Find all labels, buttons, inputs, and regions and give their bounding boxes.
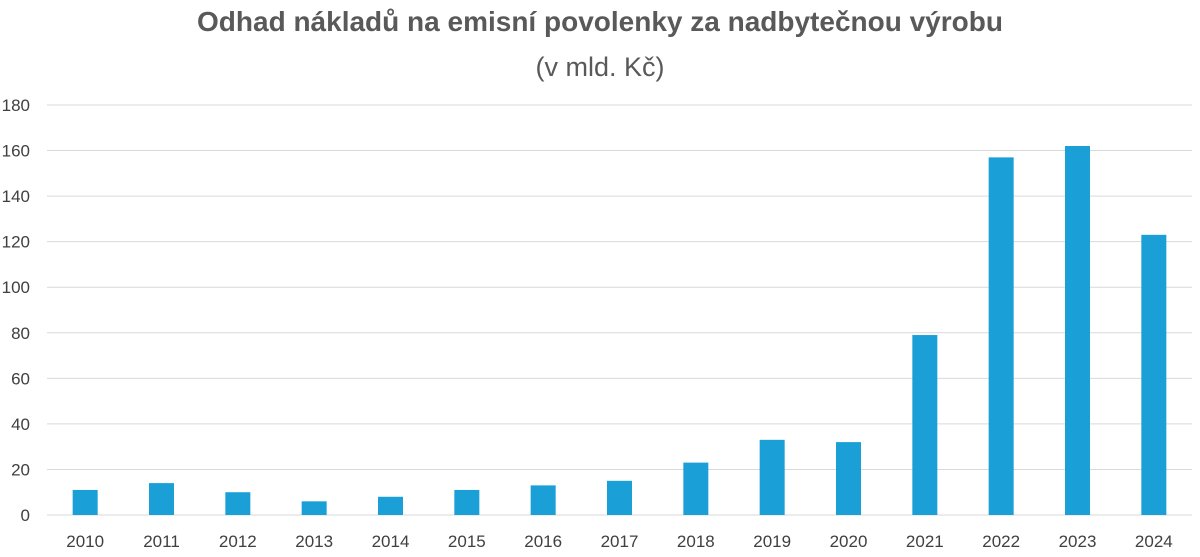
x-tick-label: 2015	[448, 532, 486, 551]
x-tick-label: 2020	[830, 532, 868, 551]
bar-2018	[683, 462, 709, 515]
x-tick-label: 2022	[982, 532, 1020, 551]
bar-2012	[225, 492, 251, 515]
bar-2013	[301, 501, 327, 515]
x-tick-label: 2013	[295, 532, 333, 551]
x-tick-label: 2016	[524, 532, 562, 551]
bar-2020	[836, 442, 861, 515]
bar-2010	[72, 489, 98, 515]
bar-2015	[454, 489, 480, 515]
x-axis-ticks: 2010 2011 2012 2013 2014 2015 2016 2017 2018 2019…	[66, 532, 1172, 551]
y-tick-label: 100	[2, 278, 30, 297]
y-tick-label: 80	[11, 324, 30, 343]
y-tick-label: 60	[11, 369, 30, 388]
x-tick-label: 2010	[66, 532, 104, 551]
x-tick-label: 2019	[753, 532, 791, 551]
x-tick-label: 2011	[143, 532, 180, 551]
chart-subtitle: (v mld. Kč)	[535, 52, 665, 82]
bar-2021	[912, 335, 938, 515]
x-tick-label: 2021	[906, 532, 944, 551]
y-axis-ticks: 0 20 40 60 80 100 120 140 160 180	[2, 96, 30, 525]
bar-2019	[759, 439, 785, 515]
y-tick-label: 140	[2, 187, 30, 206]
x-tick-label: 2024	[1135, 532, 1173, 551]
bar-2024	[1141, 234, 1167, 516]
x-tick-label: 2018	[677, 532, 715, 551]
y-tick-label: 160	[2, 142, 30, 161]
bar-2023	[1065, 146, 1090, 515]
x-tick-label: 2017	[601, 532, 639, 551]
chart-title: Odhad nákladů na emisní povolenky za nad…	[197, 6, 1003, 37]
y-tick-label: 120	[2, 233, 30, 252]
y-tick-label: 20	[11, 460, 30, 479]
x-tick-label: 2012	[219, 532, 257, 551]
x-tick-label: 2023	[1059, 532, 1097, 551]
bar-2011	[149, 483, 174, 515]
y-tick-label: 0	[21, 506, 30, 525]
gridlines	[47, 104, 1192, 516]
bar-2014	[378, 496, 403, 515]
x-tick-label: 2014	[372, 532, 410, 551]
y-tick-label: 40	[11, 415, 30, 434]
bar-2016	[530, 485, 556, 515]
bar-2022	[988, 157, 1014, 515]
bar-2017	[607, 480, 632, 515]
y-tick-label: 180	[2, 96, 30, 115]
bars	[72, 146, 1167, 516]
